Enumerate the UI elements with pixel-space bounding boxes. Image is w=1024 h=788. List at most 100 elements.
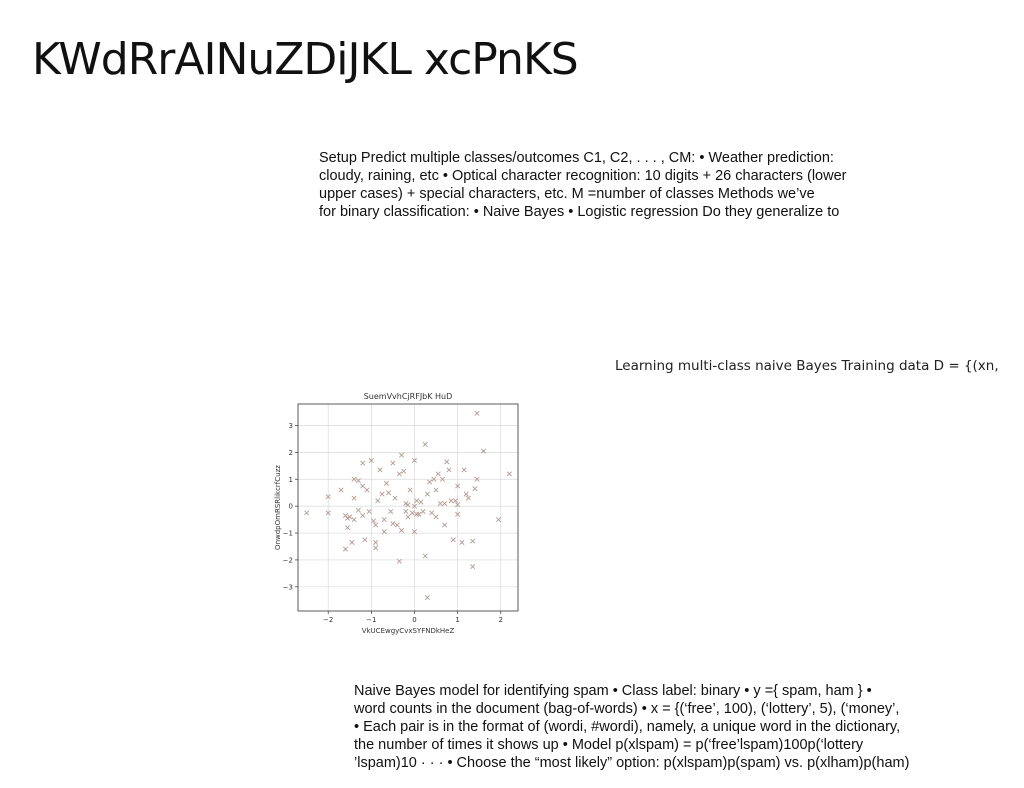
scatter-point [431,476,437,482]
paragraph-line: Setup Predict multiple classes/outcomes … [319,150,834,166]
scatter-point [429,510,435,516]
y-tick-label: 0 [289,503,293,511]
scatter-point [388,509,394,515]
scatter-point [414,498,420,504]
scatter-point [427,479,433,485]
paragraph-line: • Each pair is in the format of (wordi, … [354,719,901,735]
paragraph-line: Naive Bayes model for identifying spam •… [354,683,872,699]
scatter-point [455,502,461,508]
y-tick-label: −1 [283,530,293,538]
scatter-point [433,514,439,520]
scatter-point [370,518,377,524]
scatter-point [446,467,452,473]
scatter-point [364,487,370,493]
scatter-point [351,495,357,501]
scatter-point [403,509,409,515]
scatter-point [474,410,480,416]
scatter-point [325,510,331,516]
scatter-point [411,457,417,463]
scatter-point [455,483,461,489]
scatter-point [420,509,426,515]
scatter-point [433,487,439,493]
scatter-point [379,491,385,497]
chart-title: SuemVvhCjRFJbK HuD [364,392,453,401]
scatter-point [424,595,430,601]
scatter-point [472,486,478,492]
slide-title: KWdRrAINuZDiJKL xcPnKS [32,34,579,85]
scatter-point [399,452,405,458]
scatter-point [386,490,392,496]
scatter-point [416,511,422,517]
chart-grid [298,404,518,611]
scatter-point [347,514,353,520]
scatter-point [342,546,348,552]
scatter-point [338,487,344,493]
scatter-point [455,511,461,517]
scatter-point [351,476,357,482]
scatter-point [470,538,476,544]
scatter-point [452,498,458,504]
figure-caption: Learning multi-class naive Bayes Trainin… [615,358,999,374]
scatter-point [506,471,512,477]
x-tick-label: −2 [323,616,333,624]
scatter-point [459,539,465,545]
y-tick-label: 1 [289,476,293,484]
scatter-point [368,457,374,463]
scatter-point [366,509,372,515]
y-tick-label: −2 [283,556,293,564]
scatter-point [401,468,407,474]
y-axis-label: OnwdpOmRSRlikcrfCuzz [274,465,282,550]
naive-bayes-paragraph: Naive Bayes model for identifying spam •… [354,682,909,772]
scatter-point [409,510,415,516]
scatter-point [411,529,417,535]
scatter-point [439,476,446,482]
paragraph-line: word counts in the document (bag-of-word… [354,701,900,717]
x-tick-label: 1 [455,616,459,624]
scatter-point [381,517,387,523]
scatter-point [437,500,443,506]
scatter-point [496,517,502,523]
scatter-point [383,480,389,486]
scatter-point [480,448,487,454]
scatter-point [422,553,428,559]
paragraph-line: for binary classification: • Naive Bayes… [319,204,840,220]
scatter-point [360,483,366,489]
setup-paragraph: Setup Predict multiple classes/outcomes … [319,149,846,221]
scatter-point [442,522,448,528]
chart-ticks: −2 −1 0 1 2 −3 −2 −1 0 1 2 3 [283,422,503,624]
scatter-point [360,513,366,519]
scatter-point [351,517,357,523]
paragraph-line: the number of times it shows up • Model … [354,737,864,753]
scatter-point [422,441,428,447]
scatter-point [396,471,402,477]
scatter-point [362,537,368,543]
x-tick-label: 0 [412,616,416,624]
paragraph-line: cloudy, raining, etc • Optical character… [319,168,847,184]
plot-frame [297,403,519,612]
scatter-point [399,527,405,533]
scatter-point [355,478,361,484]
chart-points [304,410,512,601]
x-axis-label: VkUCEwgyCvxSYFNDkHeZ [362,627,455,635]
scatter-point [414,511,420,517]
x-tick-label: −1 [366,616,376,624]
y-tick-label: 2 [289,449,293,457]
scatter-point [390,460,396,466]
scatter-point [394,522,400,528]
scatter-point [444,459,450,465]
scatter-point [405,502,411,508]
scatter-point [465,495,471,501]
scatter-point [442,500,448,506]
scatter-point [373,522,379,528]
scatter-point [360,460,366,466]
scatter-point [349,539,355,545]
scatter-point [345,525,351,531]
scatter-point [325,494,331,500]
scatter-point [355,507,361,513]
scatter-point [407,487,413,493]
scatter-point [405,514,411,520]
scatter-point [396,558,402,564]
scatter-point [377,467,383,473]
scatter-point [375,498,381,504]
scatter-point [418,499,424,505]
